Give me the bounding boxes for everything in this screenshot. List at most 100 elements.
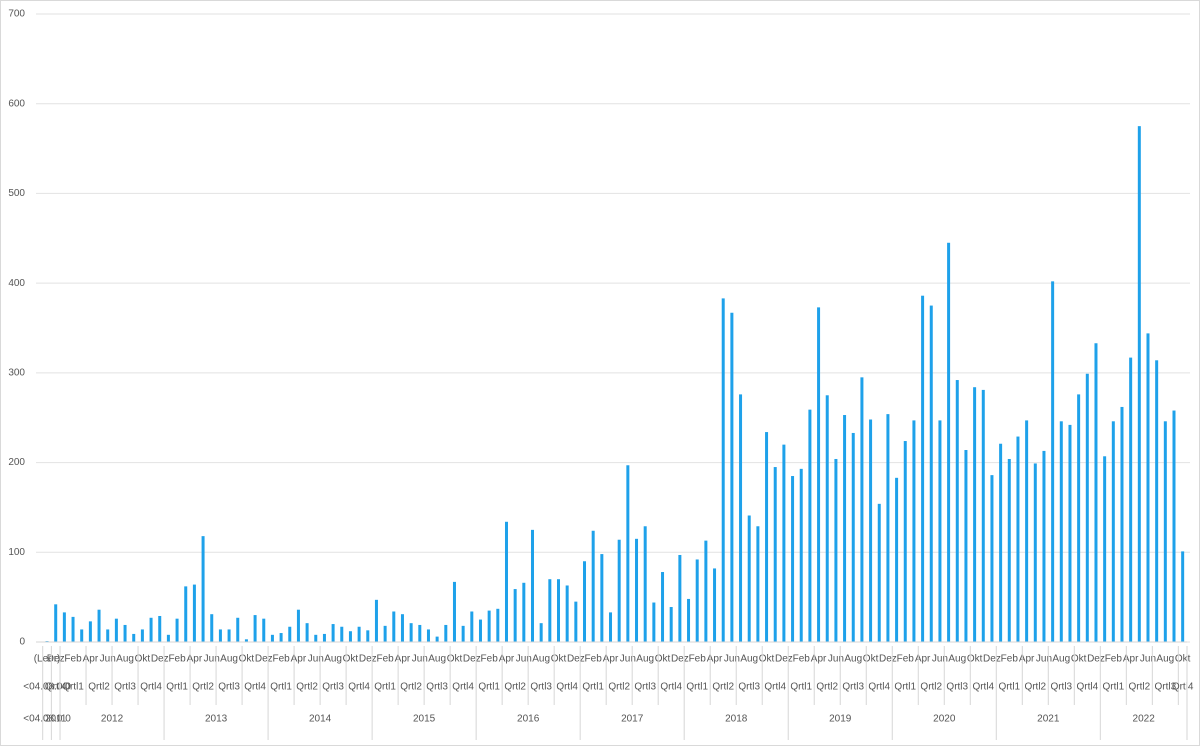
bar <box>1068 424 1072 642</box>
years-label: 2013 <box>205 714 228 725</box>
quarters-label: Qrtl4 <box>45 682 67 693</box>
bar <box>97 609 101 642</box>
bar <box>114 618 118 642</box>
bar <box>808 409 812 642</box>
x-tick-label: Feb <box>481 654 499 665</box>
quarters-label: Qrtl4 <box>1076 682 1098 693</box>
bar <box>513 589 517 642</box>
bar <box>886 414 890 642</box>
bar <box>730 312 734 642</box>
years-label: 2020 <box>933 714 956 725</box>
bar <box>149 617 153 642</box>
bar <box>574 601 578 642</box>
bar <box>1129 357 1133 642</box>
bar <box>452 581 456 642</box>
x-tick-label: Apr <box>1019 654 1035 665</box>
bar <box>747 515 751 642</box>
x-tick-label: Feb <box>897 654 915 665</box>
x-tick-label: Okt <box>1071 654 1087 665</box>
bar <box>1042 450 1046 642</box>
bar <box>938 420 942 642</box>
bar <box>1103 456 1107 642</box>
bar <box>444 624 448 642</box>
bar <box>1094 343 1098 642</box>
bar <box>374 599 378 642</box>
x-tick-label: Okt <box>759 654 775 665</box>
bar <box>522 582 526 642</box>
bar <box>964 450 968 642</box>
bar <box>106 629 110 642</box>
bar <box>877 503 881 642</box>
bar <box>166 634 170 642</box>
bar <box>1033 463 1037 642</box>
y-tick-label: 400 <box>8 278 25 289</box>
x-tick-label: Dez <box>1087 654 1105 665</box>
years-label: 2017 <box>621 714 644 725</box>
x-tick-label: Dez <box>255 654 273 665</box>
x-tick-label: Apr <box>1123 654 1139 665</box>
x-tick-label: Okt <box>239 654 255 665</box>
bar <box>80 629 84 642</box>
bar <box>132 633 136 642</box>
x-tick-label: Apr <box>707 654 723 665</box>
quarters-label: Qrtl3 <box>426 682 448 693</box>
y-tick-label: 0 <box>19 637 25 648</box>
bar <box>955 380 959 642</box>
x-tick-label: (Leer) <box>34 654 61 665</box>
quarters-label: Qrtl4 <box>348 682 370 693</box>
x-tick-label: Aug <box>428 654 446 665</box>
quarters-label: Qrtl4 <box>140 682 162 693</box>
bar <box>973 387 977 642</box>
bar <box>175 618 179 642</box>
x-tick-label: Dez <box>359 654 377 665</box>
quarters-label: Qrtl4 <box>868 682 890 693</box>
x-tick-label: Okt <box>863 654 879 665</box>
x-tick-label: Aug <box>116 654 134 665</box>
bar <box>88 621 92 642</box>
bar <box>704 540 708 642</box>
x-tick-label: Dez <box>47 654 65 665</box>
x-tick-label: Feb <box>1001 654 1019 665</box>
x-tick-label: Aug <box>740 654 758 665</box>
bar <box>895 477 899 642</box>
x-tick-label: Jun <box>828 654 844 665</box>
quarters-label: Qrtl3 <box>842 682 864 693</box>
x-tick-label: Dez <box>775 654 793 665</box>
quarters-label: Qrtl3 <box>946 682 968 693</box>
years-label: 2019 <box>829 714 852 725</box>
x-tick-label: Dez <box>463 654 481 665</box>
bar <box>1155 360 1159 642</box>
quarters-label: Qrtl2 <box>712 682 734 693</box>
x-tick-label: Okt <box>343 654 359 665</box>
x-tick-label: Jun <box>100 654 116 665</box>
bar <box>713 568 717 642</box>
bar <box>409 623 413 642</box>
x-tick-label: Apr <box>187 654 203 665</box>
y-tick-label: 700 <box>8 9 25 20</box>
quarters-label: Qrtl4 <box>660 682 682 693</box>
bar <box>288 626 292 642</box>
bar <box>331 624 335 642</box>
bar <box>825 395 829 642</box>
x-tick-label: Apr <box>603 654 619 665</box>
quarters-label: Qrtl3 <box>530 682 552 693</box>
bar <box>1085 373 1089 642</box>
quarters-label: Qrtl1 <box>686 682 708 693</box>
bar <box>530 529 534 642</box>
quarters-label: Qrtl3 <box>738 682 760 693</box>
bar <box>340 626 344 642</box>
x-tick-label: Feb <box>168 654 186 665</box>
years-label: 2014 <box>309 714 332 725</box>
quarters-label: Qrtl2 <box>400 682 422 693</box>
bar <box>756 526 760 642</box>
bar <box>695 559 699 642</box>
bar <box>244 639 248 642</box>
bar <box>1077 394 1081 642</box>
bar <box>192 584 196 642</box>
x-tick-label: Feb <box>272 654 290 665</box>
x-tick-label: Aug <box>532 654 550 665</box>
bar <box>210 614 214 642</box>
bar <box>773 467 777 642</box>
x-tick-label: Aug <box>1156 654 1174 665</box>
